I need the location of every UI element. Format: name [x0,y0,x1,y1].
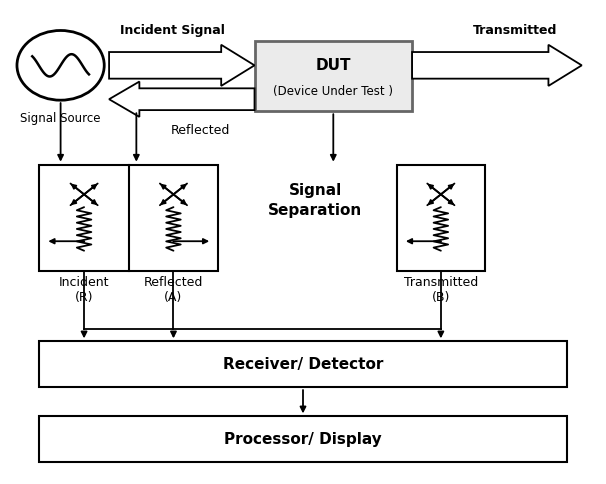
Bar [39,341,567,387]
Bar [255,41,412,111]
Polygon shape [412,45,582,86]
Text: Transmitted
(B): Transmitted (B) [404,276,478,304]
Polygon shape [109,81,255,117]
Bar [39,416,567,462]
Text: DUT: DUT [316,58,351,73]
Text: (Device Under Test ): (Device Under Test ) [273,85,393,98]
Text: Transmitted: Transmitted [473,24,558,37]
Text: Signal
Separation: Signal Separation [268,183,362,218]
Text: Reflected
(A): Reflected (A) [144,276,203,304]
Polygon shape [109,45,255,86]
Text: Incident Signal: Incident Signal [120,24,225,37]
Bar [39,165,218,271]
Text: Receiver/ Detector: Receiver/ Detector [223,357,383,372]
Bar [397,165,485,271]
Text: Signal Source: Signal Source [21,112,101,125]
Text: Processor/ Display: Processor/ Display [224,432,382,447]
Text: Reflected: Reflected [170,124,230,137]
Text: Incident
(R): Incident (R) [59,276,109,304]
